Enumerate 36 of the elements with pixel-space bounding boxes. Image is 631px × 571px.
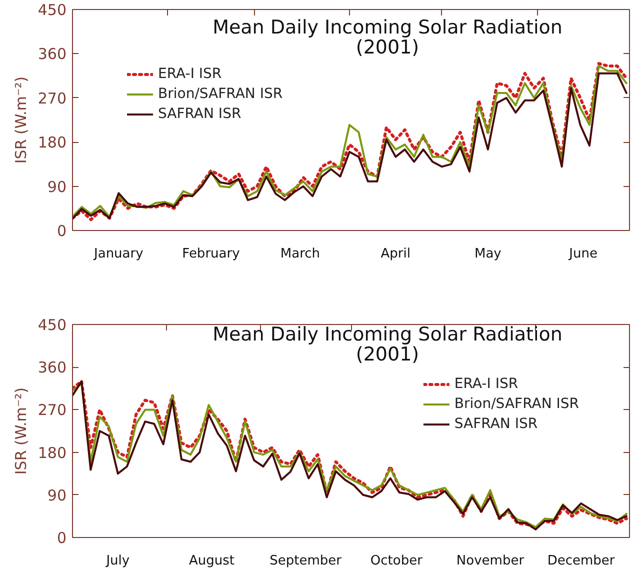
- x-tick-label: December: [547, 554, 616, 568]
- y-tick-label: 450: [38, 316, 67, 334]
- x-tick-label: October: [370, 554, 424, 568]
- x-tick-label: June: [568, 246, 598, 262]
- chart-title: Mean Daily Incoming Solar Radiation: [212, 16, 562, 38]
- y-tick-label: 0: [56, 529, 67, 547]
- x-tick-label: August: [189, 554, 235, 568]
- y-tick-label: 90: [47, 486, 67, 504]
- legend-label: SAFRAN ISR: [158, 105, 242, 123]
- y-tick-label: 360: [38, 45, 67, 64]
- chart-title: Mean Daily Incoming Solar Radiation: [212, 324, 562, 346]
- x-tick-label: April: [380, 246, 410, 262]
- legend-label: ERA-I ISR: [158, 65, 222, 83]
- legend-label: Brion/SAFRAN ISR: [158, 85, 283, 103]
- y-tick-label: 180: [38, 134, 67, 152]
- x-tick-label: May: [474, 246, 502, 262]
- y-tick-label: 90: [47, 178, 67, 196]
- x-tick-label: July: [105, 554, 130, 568]
- y-tick-label: 450: [38, 1, 67, 19]
- x-tick-label: February: [182, 246, 240, 262]
- x-tick-label: September: [270, 554, 342, 568]
- y-axis-title: ISR (W.m⁻²): [12, 76, 30, 164]
- legend-label: ERA-I ISR: [454, 375, 518, 393]
- y-axis-title: ISR (W.m⁻²): [12, 387, 30, 475]
- x-tick-label: November: [456, 554, 525, 568]
- y-tick-label: 0: [56, 222, 67, 240]
- y-tick-label: 270: [38, 89, 67, 108]
- y-tick-label: 270: [38, 401, 67, 420]
- legend-label: SAFRAN ISR: [454, 415, 538, 433]
- y-tick-label: 360: [38, 358, 67, 377]
- x-tick-label: January: [93, 246, 144, 262]
- text: (2001): [356, 344, 420, 366]
- x-tick-label: March: [280, 246, 320, 262]
- legend-label: Brion/SAFRAN ISR: [454, 395, 579, 413]
- y-tick-label: 180: [38, 444, 67, 462]
- text: (2001): [356, 36, 420, 58]
